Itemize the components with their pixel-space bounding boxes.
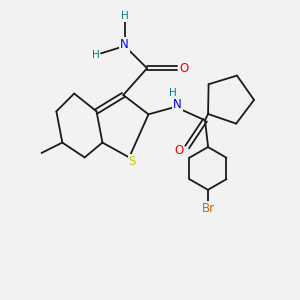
Text: H: H: [121, 11, 129, 21]
Text: H: H: [169, 88, 177, 98]
Text: H: H: [92, 50, 100, 60]
Text: O: O: [174, 143, 184, 157]
Text: N: N: [120, 38, 129, 51]
Text: S: S: [128, 155, 136, 168]
Text: O: O: [180, 62, 189, 75]
Text: N: N: [173, 98, 182, 111]
Text: Br: Br: [201, 202, 214, 215]
